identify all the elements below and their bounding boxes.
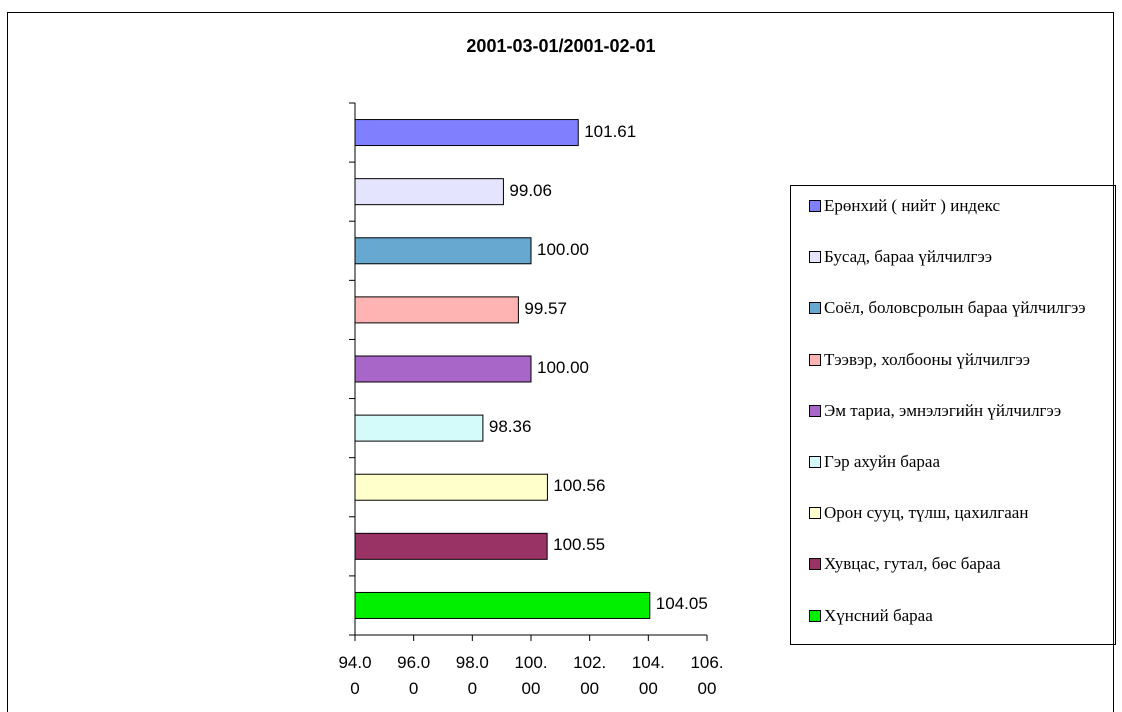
value-label: 101.61 <box>584 121 637 141</box>
bar <box>354 414 484 442</box>
legend-label: Бусад, бараа үйлчилгээ <box>824 247 993 267</box>
legend-label: Соёл, боловсролын бараа үйлчилгээ <box>824 298 1086 318</box>
chart-title: 2001-03-01/2001-02-01 <box>466 36 656 56</box>
x-tick-label: 102.00 <box>573 653 607 698</box>
value-label: 99.57 <box>524 298 567 318</box>
legend-swatch <box>809 507 821 520</box>
value-label: 100.00 <box>537 358 589 377</box>
value-label: 99.06 <box>509 180 552 200</box>
legend-label: Эм тариа, эмнэлэгийн үйлчилгээ <box>824 400 1062 420</box>
legend-swatch <box>809 404 821 417</box>
value-label: 100.56 <box>553 476 606 496</box>
x-tick-label: 106.00 <box>690 653 724 698</box>
bar <box>354 296 519 324</box>
legend-swatch <box>809 609 821 622</box>
x-tick-label: 96.00 <box>397 653 431 698</box>
x-tick-label: 94.00 <box>338 653 372 698</box>
value-label: 104.05 <box>655 594 708 614</box>
bar <box>354 119 579 147</box>
x-tick-label: 100.00 <box>514 653 548 698</box>
bar <box>354 355 532 383</box>
legend-label: Гэр ахуйн бараа <box>824 452 941 471</box>
value-label: 100.00 <box>537 239 589 259</box>
legend-label: Ерөнхий ( нийт ) индекс <box>824 196 1000 215</box>
bar <box>354 591 651 619</box>
legend-label: Тээвэр, холбооны үйлчилгээ <box>824 349 1031 369</box>
x-tick-label: 104.00 <box>631 653 665 698</box>
bar <box>354 178 504 206</box>
legend-swatch <box>809 353 821 366</box>
legend-swatch <box>809 251 821 264</box>
legend-swatch <box>809 456 821 468</box>
value-label: 98.36 <box>488 417 532 437</box>
legend-label: Орон сууц, түлш, цахилгаан <box>824 503 1029 523</box>
value-label: 100.55 <box>553 535 606 555</box>
legend-label: Хүнсний бараа <box>824 605 933 625</box>
legend-swatch <box>809 558 821 571</box>
legend-label: Хувцас, гутал, бөс бараа <box>824 554 1001 574</box>
bar <box>354 532 548 560</box>
legend-swatch <box>809 302 821 315</box>
legend-swatch <box>809 200 821 212</box>
x-tick-label: 98.00 <box>455 653 489 698</box>
legend: Ерөнхий ( нийт ) индекс Бусад, бараа үйлч… <box>790 185 1116 645</box>
bar <box>354 237 532 265</box>
frame <box>7 12 1114 712</box>
bar <box>354 473 548 501</box>
